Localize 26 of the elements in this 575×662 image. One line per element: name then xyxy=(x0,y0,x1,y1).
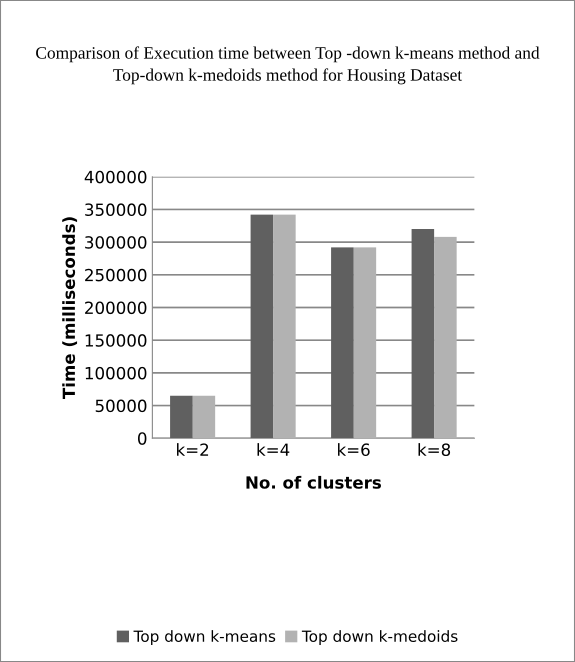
bar xyxy=(273,214,296,438)
y-tick-label: 100000 xyxy=(86,366,146,380)
legend-label: Top down k-medoids xyxy=(302,630,458,645)
y-tick-label: 50000 xyxy=(96,400,146,412)
x-tick-label: k=2 xyxy=(177,443,208,456)
y-tick-label: 350000 xyxy=(85,203,146,216)
y-axis-title: Time (milliseconds) xyxy=(62,217,78,400)
bar xyxy=(354,247,376,438)
y-tick-label: 150000 xyxy=(86,334,146,347)
y-tick-label: 400000 xyxy=(84,170,146,184)
y-tick-label: 250000 xyxy=(85,268,146,282)
x-tick-label: k=6 xyxy=(338,443,370,456)
bar xyxy=(434,236,457,438)
bar xyxy=(192,396,216,438)
legend-label: Top down k-means xyxy=(134,630,276,645)
y-tick-label: 200000 xyxy=(85,301,146,314)
y-tick-label: 0 xyxy=(138,432,146,445)
bar xyxy=(170,396,193,438)
x-tick-label: k=4 xyxy=(258,443,290,456)
bar xyxy=(331,247,354,438)
chart-title: Comparison of Execution time between Top -down k-means method and Top-down k-medoids method for Housing Dataset xyxy=(36,46,540,84)
bar xyxy=(250,214,274,438)
x-axis-title: No. of clusters xyxy=(246,476,381,489)
y-tick-label: 300000 xyxy=(85,236,146,249)
bar xyxy=(412,229,434,438)
x-tick-label: k=8 xyxy=(418,443,450,456)
